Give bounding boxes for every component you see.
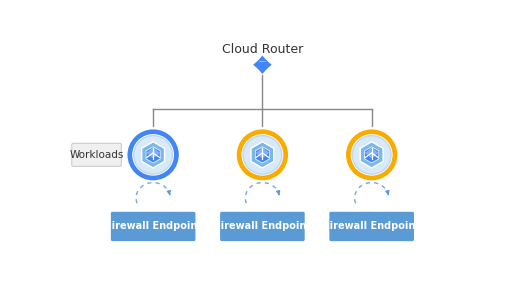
Polygon shape [146, 147, 160, 163]
Circle shape [132, 134, 174, 176]
Text: Firewall Endpoint: Firewall Endpoint [104, 221, 202, 231]
Text: Workloads: Workloads [69, 150, 124, 160]
Polygon shape [142, 142, 164, 168]
Polygon shape [360, 142, 383, 168]
Polygon shape [266, 60, 272, 70]
Polygon shape [365, 147, 379, 163]
Circle shape [234, 127, 290, 183]
Text: Cloud Router: Cloud Router [222, 43, 303, 56]
Circle shape [134, 136, 173, 174]
Circle shape [351, 134, 393, 176]
Polygon shape [258, 56, 267, 62]
Text: Firewall Endpoint: Firewall Endpoint [214, 221, 311, 231]
FancyBboxPatch shape [110, 211, 196, 242]
Circle shape [242, 134, 283, 176]
Circle shape [127, 129, 180, 181]
Circle shape [125, 127, 181, 183]
Circle shape [243, 136, 282, 174]
Circle shape [236, 129, 289, 181]
Polygon shape [258, 68, 267, 74]
FancyBboxPatch shape [329, 211, 415, 242]
Polygon shape [147, 148, 159, 158]
FancyBboxPatch shape [72, 143, 121, 166]
Polygon shape [251, 142, 274, 168]
Bar [259, 62, 266, 68]
Circle shape [345, 129, 398, 181]
Polygon shape [253, 60, 259, 70]
FancyBboxPatch shape [219, 211, 306, 242]
Polygon shape [256, 148, 269, 158]
Circle shape [344, 127, 399, 183]
Circle shape [352, 136, 391, 174]
Text: Firewall Endpoint: Firewall Endpoint [323, 221, 420, 231]
Polygon shape [255, 147, 269, 163]
Polygon shape [366, 148, 378, 158]
